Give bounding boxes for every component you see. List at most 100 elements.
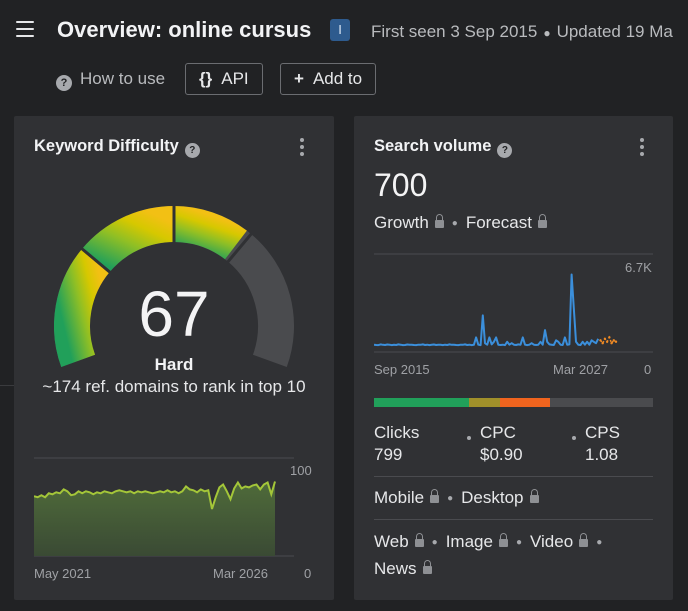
search-type-row: Web ● Image ● Video ● [374, 532, 610, 552]
growth-link[interactable]: Growth [374, 213, 444, 232]
cpc-metric: CPC $0.90 [480, 422, 523, 466]
sv-y-min-label: 0 [644, 362, 651, 377]
mobile-label: Mobile [374, 488, 425, 507]
sv-help-icon[interactable]: ? [497, 143, 513, 158]
lock-icon [434, 214, 444, 228]
separator-dot-icon [572, 436, 576, 440]
top-bar: Overview: online cursus I First seen 3 S… [0, 0, 688, 62]
how-to-use-link[interactable]: ? How to use [56, 63, 165, 95]
separator-dot-icon [467, 436, 471, 440]
hamburger-menu-icon[interactable] [16, 21, 34, 37]
kd-help-icon[interactable]: ? [184, 143, 200, 158]
growth-forecast-row: Growth ● Forecast [374, 213, 547, 233]
kd-card-title: Keyword Difficulty? [34, 137, 200, 158]
intent-segment [549, 398, 653, 407]
lock-icon [537, 214, 547, 228]
sv-more-options-icon[interactable] [640, 138, 644, 159]
kd-more-options-icon[interactable] [300, 138, 304, 159]
search-volume-line [374, 273, 600, 347]
first-seen-text: First seen 3 Sep 2015 [371, 22, 538, 41]
kd-trend-chart: 100 0 May 2021 Mar 2026 [34, 457, 312, 581]
forecast-label: Forecast [465, 213, 532, 232]
forecast-point [612, 339, 615, 342]
kd-level: Hard [154, 355, 194, 374]
forecast-line [599, 335, 617, 345]
search-volume-value: 700 [374, 167, 428, 203]
question-icon: ? [56, 75, 72, 91]
lock-icon [579, 533, 589, 547]
clicks-label: Clicks [374, 423, 420, 442]
kd-area-fill [34, 481, 275, 556]
separator-dot-icon: ● [447, 493, 454, 505]
gauge-segment-medium [82, 206, 175, 273]
sv-title-label: Search volume [374, 137, 492, 155]
intent-segment [468, 398, 500, 407]
device-row: Mobile ● Desktop [374, 488, 539, 508]
separator-dot-icon: ● [431, 537, 438, 549]
cpc-label: CPC [480, 423, 516, 442]
cps-metric: CPS 1.08 [585, 422, 620, 466]
braces-icon: {} [199, 69, 213, 88]
separator-dot-icon: ● [543, 25, 551, 40]
video-label: Video [530, 532, 574, 551]
cps-label: CPS [585, 423, 620, 442]
forecast-link[interactable]: Forecast [466, 213, 547, 232]
divider [0, 385, 14, 386]
kd-y-min-label: 0 [304, 566, 311, 581]
keyword-difficulty-card: Keyword Difficulty? 67 Hard ~174 ref. do… [14, 116, 334, 600]
intent-segment [374, 398, 469, 407]
separator-dot-icon: ● [451, 218, 458, 230]
add-to-label: Add to [312, 69, 363, 88]
search-volume-chart: 6.7K 0 Sep 2015 Mar 2027 [374, 253, 653, 377]
add-to-button[interactable]: + Add to [280, 63, 377, 95]
cps-value: 1.08 [585, 445, 619, 464]
cpc-value: $0.90 [480, 445, 523, 464]
mobile-link[interactable]: Mobile [374, 488, 440, 507]
search-type-row-2: News [374, 559, 432, 579]
gauge-segment-superhard-track [227, 234, 294, 368]
kd-score: 67 [138, 278, 210, 350]
divider [374, 519, 653, 520]
kd-gauge [54, 206, 294, 368]
keyword-meta: First seen 3 Sep 2015 ● Updated 19 Ma [371, 22, 673, 42]
divider [374, 476, 653, 477]
intent-distribution-bar [374, 398, 653, 407]
gauge-segment-hard [173, 206, 247, 260]
gauge-segment-easy [54, 248, 111, 368]
api-button[interactable]: {} API [185, 63, 263, 95]
image-link[interactable]: Image [446, 532, 508, 551]
intent-segment [499, 398, 550, 407]
lock-icon [422, 560, 432, 574]
clicks-value: 799 [374, 445, 403, 464]
sv-x-start-label: Sep 2015 [374, 362, 430, 377]
lock-icon [529, 489, 539, 503]
traffic-metrics: Clicks 799 CPC $0.90 CPS 1.08 [374, 422, 653, 468]
kd-x-start-label: May 2021 [34, 566, 91, 581]
kd-trend-line [34, 480, 276, 510]
desktop-link[interactable]: Desktop [461, 488, 539, 507]
gauge-tick [226, 236, 250, 264]
lock-icon [430, 489, 440, 503]
web-label: Web [374, 532, 409, 551]
clicks-metric: Clicks 799 [374, 422, 419, 466]
desktop-label: Desktop [461, 488, 524, 507]
lock-icon [414, 533, 424, 547]
news-link[interactable]: News [374, 559, 432, 578]
news-label: News [374, 559, 417, 578]
image-label: Image [445, 532, 493, 551]
web-link[interactable]: Web [374, 532, 424, 551]
separator-dot-icon: ● [596, 537, 603, 549]
kd-description: ~174 ref. domains to rank in top 10 [42, 377, 306, 396]
plus-icon: + [294, 69, 304, 88]
sv-x-end-label: Mar 2027 [553, 362, 608, 377]
intent-badge[interactable]: I [330, 19, 350, 41]
kd-y-max-label: 100 [290, 463, 312, 478]
video-link[interactable]: Video [530, 532, 589, 551]
gauge-tick [84, 250, 112, 274]
separator-dot-icon: ● [515, 537, 522, 549]
lock-icon [498, 533, 508, 547]
sv-y-max-label: 6.7K [625, 260, 652, 275]
sv-card-title: Search volume? [374, 137, 513, 158]
page-title: Overview: online cursus [57, 17, 312, 42]
search-volume-card: Search volume? 700 Growth ● Forecast 6.7K … [354, 116, 673, 600]
